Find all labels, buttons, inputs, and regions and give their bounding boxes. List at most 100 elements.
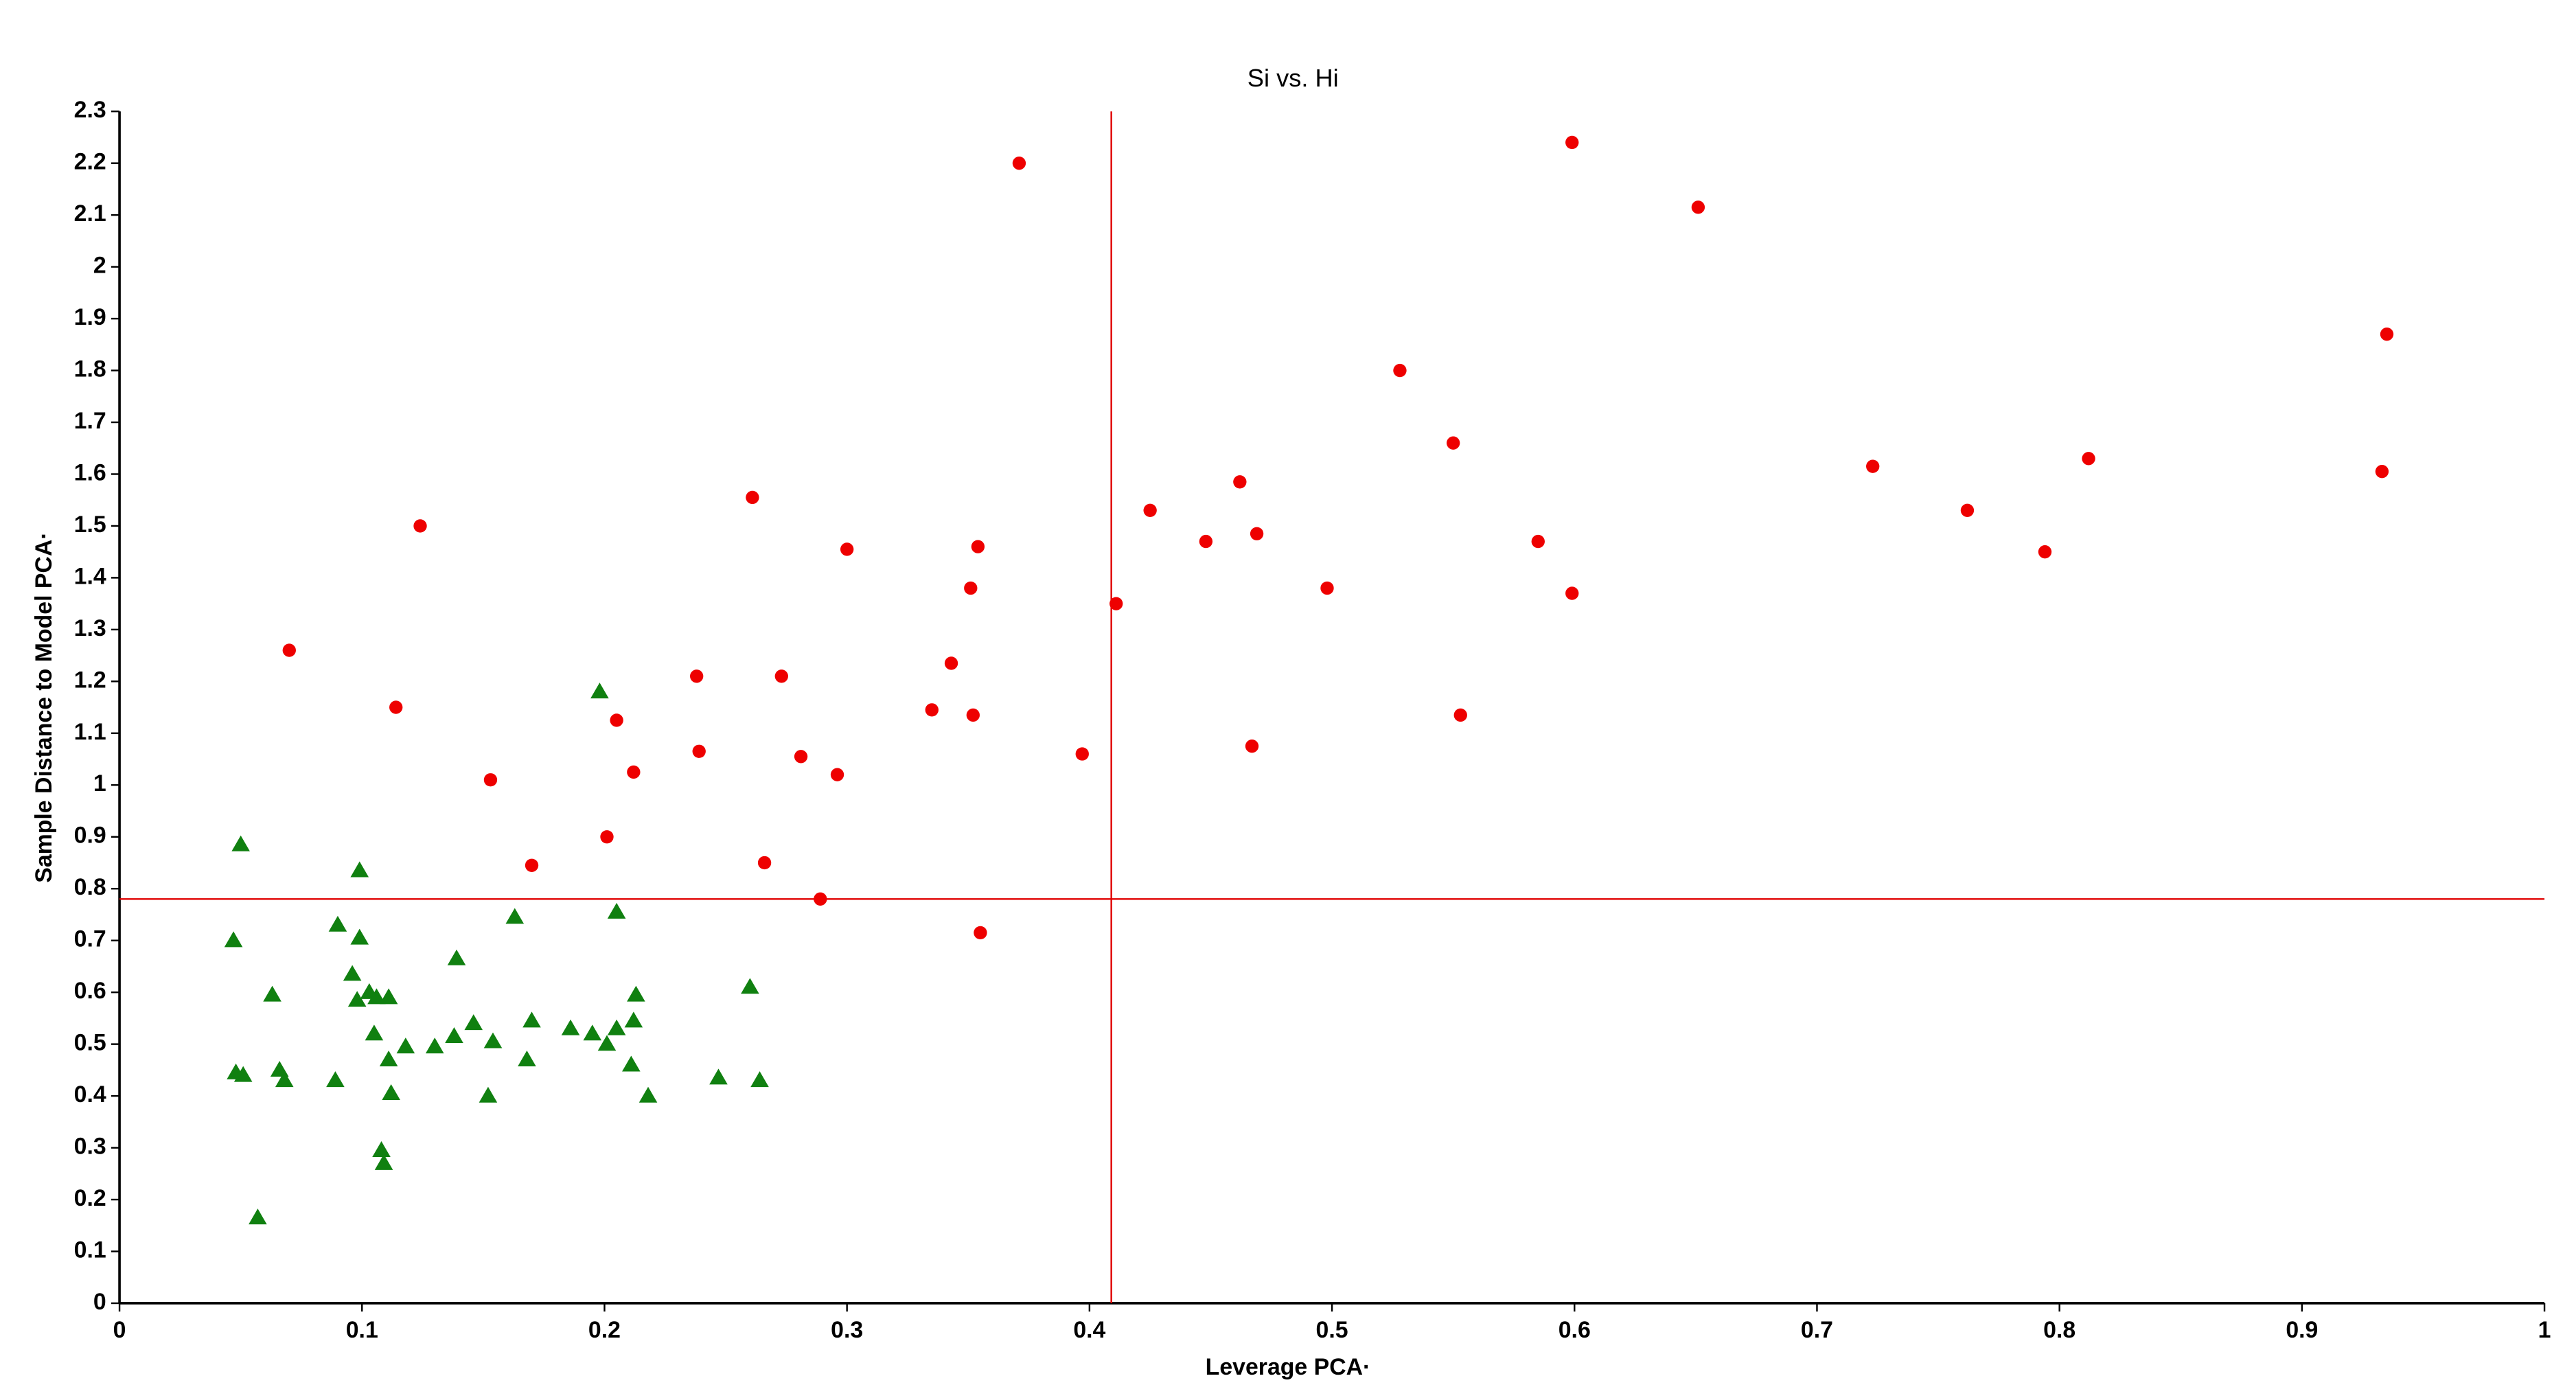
y-tick-label: 2.3 [74, 97, 106, 123]
triangle-point [505, 908, 525, 924]
triangle-point [374, 1154, 393, 1170]
x-tick-label: 0.2 [588, 1317, 621, 1343]
triangle-point [231, 835, 250, 851]
circle-point [2038, 545, 2052, 559]
triangle-point [263, 985, 281, 1002]
y-tick-label: 0.8 [74, 874, 106, 900]
triangle-point [396, 1038, 415, 1054]
y-tick-label: 0.4 [74, 1081, 106, 1108]
y-tick-label: 1.1 [74, 719, 106, 745]
y-tick-label: 0.3 [74, 1134, 106, 1160]
x-tick-label: 0 [113, 1317, 126, 1343]
triangle-point [561, 1019, 580, 1035]
y-tick-label: 2.2 [74, 149, 106, 175]
triangle-point [522, 1011, 541, 1028]
triangle-point [464, 1014, 483, 1031]
circle-point [525, 858, 539, 872]
circle-point [2082, 452, 2095, 466]
circle-point [1960, 503, 1975, 517]
x-tick-label: 0.9 [2286, 1317, 2318, 1343]
circle-point [1143, 503, 1157, 517]
circle-point [966, 708, 980, 722]
circle-point [1565, 586, 1579, 600]
circle-point [600, 830, 614, 844]
x-tick-label: 0.7 [1801, 1317, 1833, 1343]
circle-point [974, 926, 987, 940]
circle-point [1446, 436, 1460, 450]
triangle-point [425, 1038, 444, 1054]
y-tick-label: 1 [93, 770, 106, 797]
triangle-point [447, 949, 466, 965]
circle-point [840, 542, 854, 556]
x-tick-label: 0.8 [2043, 1317, 2075, 1343]
triangle-point [347, 991, 367, 1007]
y-tick-label: 1.7 [74, 408, 106, 434]
y-tick-label: 1.4 [74, 563, 106, 589]
circle-point [944, 656, 958, 670]
triangle-point [367, 988, 386, 1005]
circle-point [1393, 363, 1407, 378]
circle-point [1691, 200, 1705, 214]
triangle-point [326, 1071, 345, 1088]
triangle-point [445, 1027, 463, 1043]
x-axis-label: Leverage PCA· [1206, 1354, 1371, 1380]
circle-point [692, 744, 706, 758]
circle-point [413, 519, 427, 533]
x-tick-label: 0.5 [1316, 1317, 1348, 1343]
circle-point [627, 765, 641, 779]
circle-point [794, 750, 808, 764]
triangle-point [233, 1066, 253, 1082]
y-tick-label: 1.2 [74, 667, 106, 693]
triangle-point [583, 1024, 602, 1041]
circle-point [1199, 534, 1213, 549]
x-tick-label: 0.6 [1559, 1317, 1591, 1343]
circle-point [1250, 527, 1264, 540]
triangle-point [639, 1086, 658, 1103]
chart-title: Si vs. Hi [1247, 64, 1339, 92]
triangle-point [607, 1019, 626, 1035]
triangle-point [627, 985, 645, 1002]
triangle-point [328, 915, 347, 932]
circle-point [925, 703, 939, 717]
circle-point [830, 768, 844, 781]
circle-point [746, 490, 759, 505]
triangle-point [624, 1011, 643, 1028]
circle-point [814, 892, 827, 906]
triangle-point [379, 988, 398, 1005]
triangle-point [709, 1068, 728, 1085]
triangle-point [382, 1084, 400, 1101]
circle-point [1012, 156, 1026, 170]
y-tick-label: 0.9 [74, 823, 106, 849]
circle-point [2375, 465, 2389, 479]
y-axis-label: Sample Distance to Model PCA· [31, 531, 57, 882]
circle-point [1320, 581, 1334, 595]
x-tick-label: 0.4 [1073, 1317, 1105, 1343]
triangle-point [343, 965, 362, 981]
circle-point [757, 856, 772, 870]
y-tick-label: 0.5 [74, 1030, 106, 1056]
y-tick-label: 2 [93, 253, 106, 279]
y-tick-label: 2.1 [74, 200, 106, 227]
y-tick-label: 1.6 [74, 459, 106, 485]
triangle-point [372, 1141, 391, 1158]
triangle-point [622, 1055, 641, 1072]
circle-point [964, 581, 978, 595]
y-tick-label: 1.9 [74, 304, 106, 330]
triangle-point [379, 1050, 398, 1066]
circle-point [1109, 597, 1123, 610]
circle-point [690, 669, 704, 683]
circle-point [1866, 459, 1880, 473]
y-tick-label: 1.3 [74, 615, 106, 641]
x-tick-label: 0.1 [346, 1317, 378, 1343]
circle-point [971, 540, 985, 553]
y-tick-label: 0.2 [74, 1185, 106, 1211]
circle-point [1453, 708, 1467, 722]
circle-point [774, 669, 788, 683]
triangle-point [224, 931, 243, 948]
x-tick-label: 0.3 [831, 1317, 863, 1343]
triangle-point [249, 1208, 267, 1225]
x-tick-label: 1 [2538, 1317, 2551, 1343]
y-tick-label: 1.5 [74, 512, 106, 538]
